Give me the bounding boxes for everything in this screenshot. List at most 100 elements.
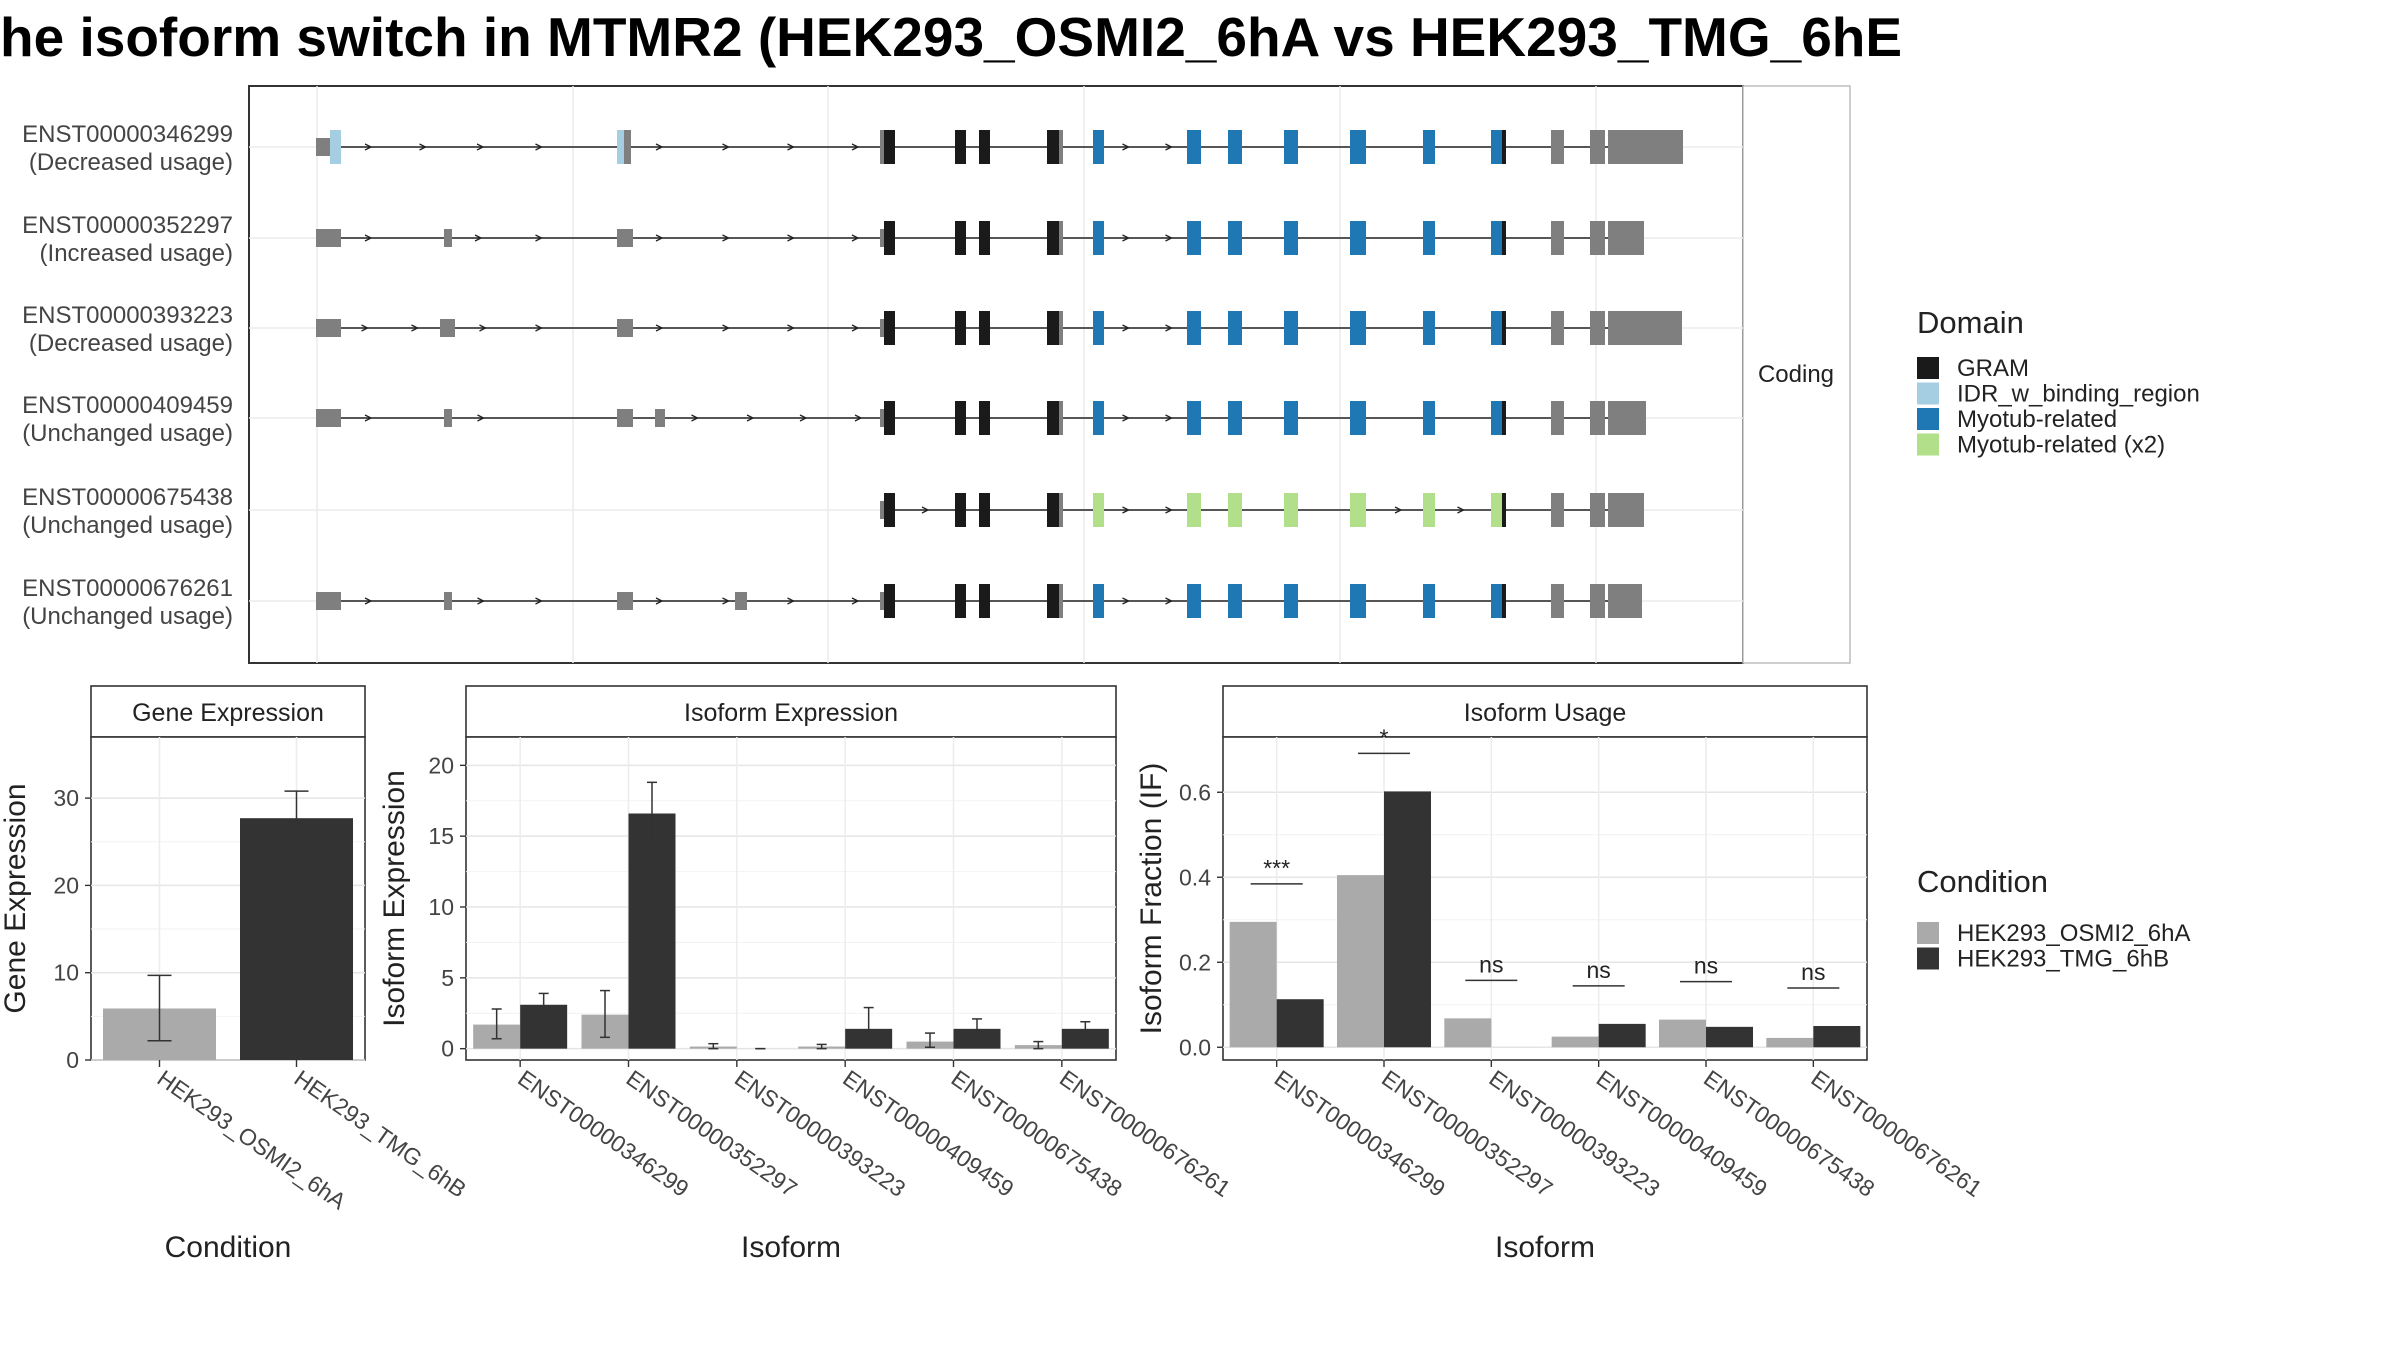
utr-exon — [444, 592, 452, 610]
bar — [1706, 1026, 1753, 1048]
y-tick-label: 15 — [428, 823, 454, 849]
utr-exon — [735, 592, 747, 610]
intron-arrow — [361, 324, 369, 332]
x-tick-label: ENST00000676261 — [1806, 1065, 1986, 1202]
intron-arrow — [1122, 414, 1130, 422]
structure-panel-frame — [248, 85, 1744, 664]
utr-exon — [316, 409, 341, 427]
myotub-exon — [1228, 221, 1242, 255]
myotub-exon — [1491, 401, 1502, 435]
myotub-exon — [1423, 311, 1435, 345]
y-tick-label: 30 — [53, 785, 79, 811]
myotub_x2-exon — [1284, 493, 1298, 527]
panel-frame — [465, 736, 1117, 1061]
bar — [1551, 1036, 1599, 1048]
x-tick-label: ENST00000346299 — [1270, 1065, 1450, 1202]
transcript-track — [316, 401, 1646, 435]
gram-exon — [979, 221, 990, 255]
panel-title: Gene Expression — [132, 699, 324, 727]
utr-exon — [440, 319, 455, 337]
domain-legend-label: GRAM — [1957, 355, 2029, 382]
x-tick-label: ENST00000675438 — [1699, 1065, 1879, 1202]
intron-arrow — [535, 234, 543, 242]
utr-exon — [880, 409, 887, 427]
gram-exon — [1047, 311, 1059, 345]
utr-exon — [316, 592, 341, 610]
gram-exon — [884, 584, 895, 618]
utr-exon — [1551, 401, 1564, 435]
gram-exon — [1502, 401, 1506, 435]
utr-exon — [880, 319, 887, 337]
y-tick-label: 0 — [441, 1036, 454, 1062]
domain-legend-label: IDR_w_binding_region — [1957, 381, 2200, 408]
utr-exon — [880, 229, 887, 247]
intron-arrow — [1122, 234, 1130, 242]
myotub_x2-exon — [1093, 493, 1104, 527]
gram-exon — [979, 311, 990, 345]
utr-exon — [1590, 493, 1605, 527]
intron-arrow — [411, 324, 419, 332]
utr-exon — [316, 319, 341, 337]
intron-arrow — [851, 234, 860, 242]
utr-exon — [1590, 584, 1605, 618]
gram-exon — [1047, 493, 1059, 527]
myotub-exon — [1284, 401, 1298, 435]
panel-title: Isoform Usage — [1464, 699, 1627, 727]
transcript-id-label: ENST00000675438 — [22, 484, 233, 511]
myotub-exon — [1187, 401, 1201, 435]
x-axis-title: Isoform — [741, 1231, 841, 1264]
intron-arrow — [787, 234, 795, 242]
y-axis-title: Isoform Expression — [378, 770, 411, 1027]
intron-arrow — [722, 234, 730, 242]
significance-label: ns — [1587, 957, 1611, 983]
intron-arrow — [477, 414, 485, 422]
domain-legend: Domain GRAMIDR_w_binding_regionMyotub-re… — [1917, 305, 2200, 459]
intron-arrow — [851, 324, 860, 332]
myotub-exon — [1228, 311, 1242, 345]
domain-legend-swatch — [1917, 382, 1939, 405]
x-tick-label: ENST00000409459 — [1592, 1065, 1772, 1202]
utr-exon — [1608, 221, 1644, 255]
intron-arrow — [799, 414, 808, 422]
gram-exon — [1047, 221, 1059, 255]
transcript-structure-panel: Coding ENST00000346299(Decreased usage)E… — [22, 85, 1851, 664]
significance-label: *** — [1263, 855, 1290, 881]
myotub-exon — [1350, 401, 1366, 435]
utr-exon — [1608, 311, 1682, 345]
condition-legend-swatch — [1917, 947, 1939, 970]
condition-legend-swatch — [1917, 922, 1939, 944]
utr-exon — [1608, 130, 1683, 164]
utr-exon — [617, 409, 633, 427]
transcript-track — [316, 130, 1683, 164]
utr-exon — [444, 229, 452, 247]
significance-label: * — [1380, 724, 1389, 750]
figure-title: he isoform switch in MTMR2 (HEK293_OSMI2… — [0, 6, 1902, 68]
utr-exon — [1608, 493, 1644, 527]
utr-exon — [1059, 493, 1063, 527]
gram-exon — [1047, 584, 1059, 618]
x-axis-title: Isoform — [1495, 1231, 1595, 1264]
transcript-usage-label: (Unchanged usage) — [22, 603, 233, 630]
bar — [1276, 999, 1324, 1048]
transcript-usage-label: (Unchanged usage) — [22, 420, 233, 447]
utr-exon — [1590, 130, 1605, 164]
gram-exon — [955, 130, 966, 164]
intron-arrow — [691, 414, 699, 422]
intron-arrow — [1165, 414, 1173, 422]
myotub-exon — [1491, 584, 1502, 618]
intron-arrow — [746, 414, 755, 422]
myotub-exon — [1284, 130, 1298, 164]
myotub-exon — [1491, 221, 1502, 255]
myotub-exon — [1350, 130, 1366, 164]
gene-expression-panel: Gene Expression0102030HEK293_OSMI2_6hAHE… — [0, 685, 471, 1264]
utr-exon — [1059, 130, 1063, 164]
gram-exon — [979, 493, 990, 527]
idr-exon — [330, 130, 341, 164]
utr-exon — [1059, 221, 1063, 255]
bar — [240, 818, 353, 1060]
gram-exon — [979, 130, 990, 164]
intron-arrow — [1165, 324, 1173, 332]
myotub-exon — [1284, 221, 1298, 255]
